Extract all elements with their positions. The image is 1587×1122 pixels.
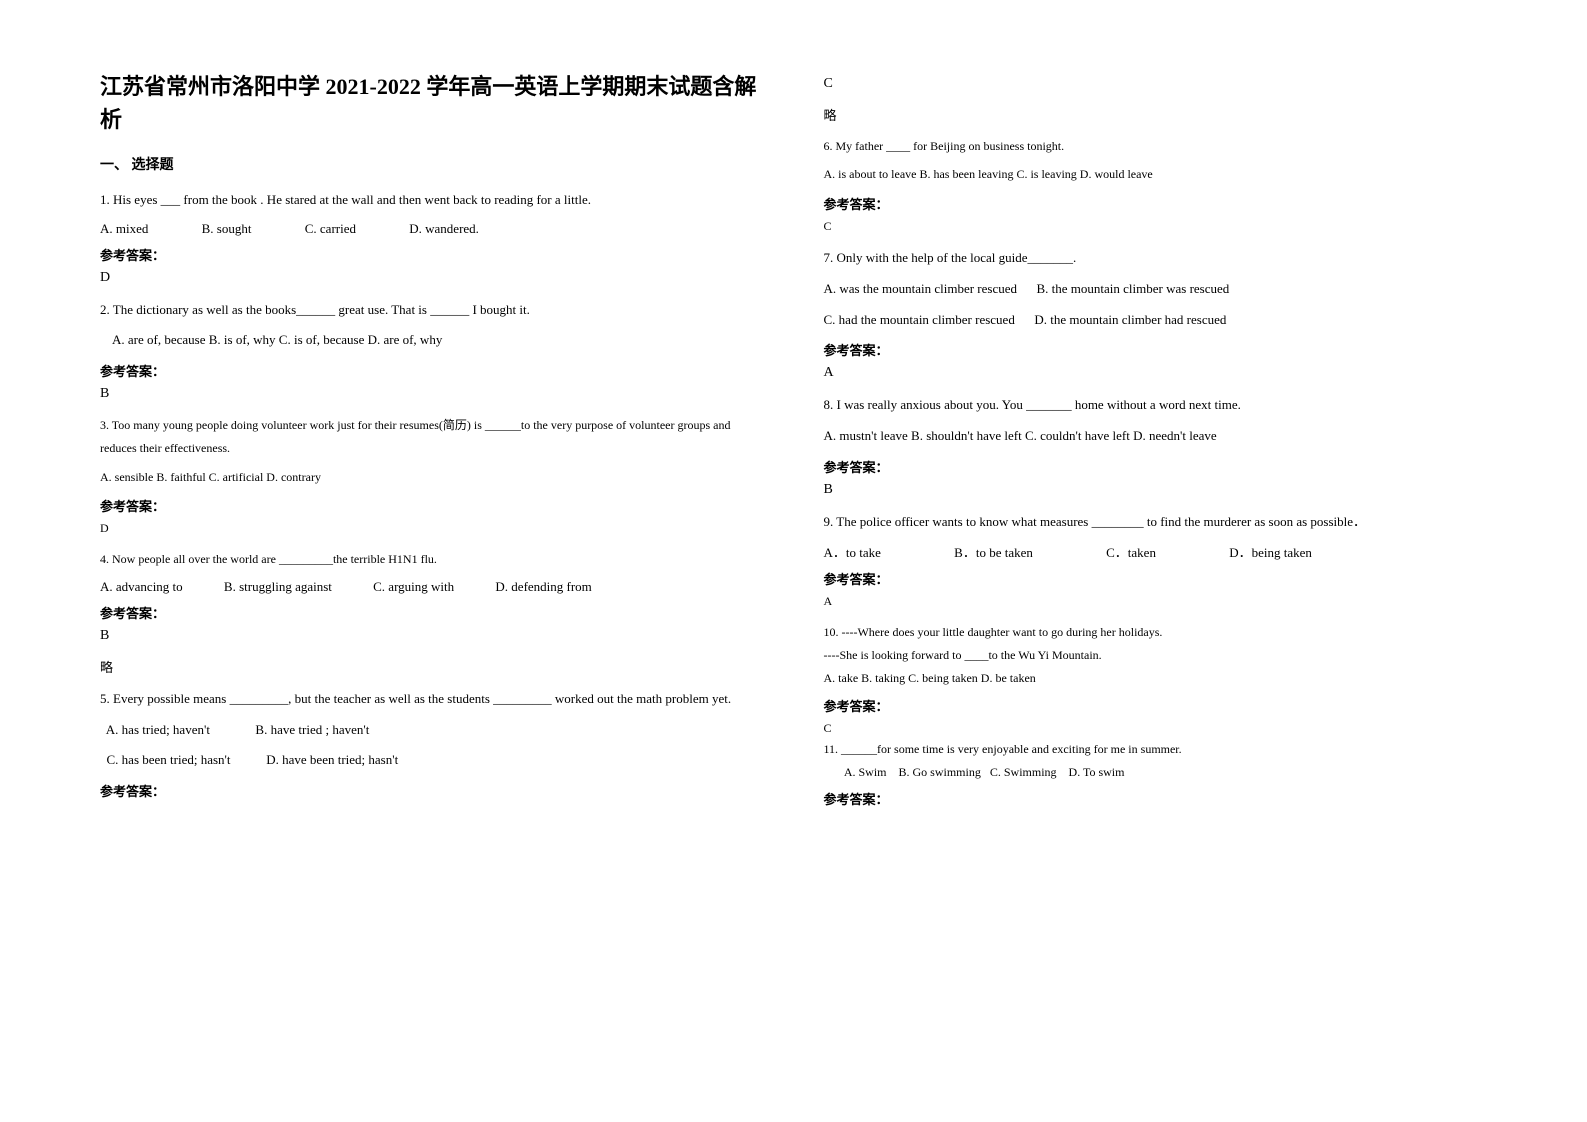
question-10-options: A. take B. taking C. being taken D. be t… bbox=[824, 667, 1488, 690]
question-8-text: 8. I was really anxious about you. You _… bbox=[824, 393, 1488, 418]
answer-5-extra: 略 bbox=[824, 104, 1488, 129]
q9-opt-d: D．being taken bbox=[1229, 542, 1312, 561]
right-column: C 略 6. My father ____ for Beijing on bus… bbox=[824, 70, 1488, 814]
question-11-text: 11. ______for some time is very enjoyabl… bbox=[824, 738, 1488, 761]
question-3-options: A. sensible B. faithful C. artificial D.… bbox=[100, 466, 764, 489]
question-2-options: A. are of, because B. is of, why C. is o… bbox=[100, 328, 764, 353]
question-1-options: A. mixed B. sought C. carried D. wandere… bbox=[100, 221, 764, 237]
answer-9: A bbox=[824, 594, 1488, 609]
q1-opt-c: C. carried bbox=[305, 221, 356, 237]
section-heading: 一、 选择题 bbox=[100, 154, 764, 174]
question-6-text: 6. My father ____ for Beijing on busines… bbox=[824, 135, 1488, 158]
answer-3: D bbox=[100, 521, 764, 536]
q1-opt-d: D. wandered. bbox=[409, 221, 479, 237]
q4-opt-c: C. arguing with bbox=[373, 579, 454, 595]
answer-4: B bbox=[100, 628, 764, 644]
answer-label-9: 参考答案： bbox=[824, 569, 1488, 588]
answer-label-3: 参考答案： bbox=[100, 496, 764, 515]
question-2-text: 2. The dictionary as well as the books__… bbox=[100, 298, 764, 323]
q4-opt-b: B. struggling against bbox=[224, 579, 332, 595]
question-1-text: 1. His eyes ___ from the book . He stare… bbox=[100, 188, 764, 213]
page-container: 江苏省常州市洛阳中学 2021-2022 学年高一英语上学期期末试题含解析 一、… bbox=[0, 0, 1587, 854]
answer-10: C bbox=[824, 721, 1488, 736]
answer-label-4: 参考答案： bbox=[100, 603, 764, 622]
question-9-text: 9. The police officer wants to know what… bbox=[824, 510, 1488, 535]
q9-opt-c: C．taken bbox=[1106, 542, 1156, 561]
question-7-options-row1: A. was the mountain climber rescued B. t… bbox=[824, 277, 1488, 302]
question-9-options: A．to take B．to be taken C．taken D．being … bbox=[824, 542, 1488, 561]
doc-title: 江苏省常州市洛阳中学 2021-2022 学年高一英语上学期期末试题含解析 bbox=[100, 70, 764, 136]
answer-8: B bbox=[824, 482, 1488, 498]
answer-6: C bbox=[824, 219, 1488, 234]
answer-label-10: 参考答案： bbox=[824, 696, 1488, 715]
answer-label-1: 参考答案： bbox=[100, 245, 764, 264]
answer-label-2: 参考答案： bbox=[100, 361, 764, 380]
answer-label-8: 参考答案： bbox=[824, 457, 1488, 476]
question-4-options: A. advancing to B. struggling against C.… bbox=[100, 579, 764, 595]
answer-label-11: 参考答案： bbox=[824, 789, 1488, 808]
answer-label-5: 参考答案： bbox=[100, 781, 764, 800]
question-5-options-row2: C. has been tried; hasn't D. have been t… bbox=[100, 748, 764, 773]
question-5-options-row1: A. has tried; haven't B. have tried ; ha… bbox=[100, 718, 764, 743]
question-4-text: 4. Now people all over the world are ___… bbox=[100, 548, 764, 571]
question-5-text: 5. Every possible means _________, but t… bbox=[100, 687, 764, 712]
answer-label-7: 参考答案： bbox=[824, 340, 1488, 359]
question-7-options-row2: C. had the mountain climber rescued D. t… bbox=[824, 308, 1488, 333]
question-3-text: 3. Too many young people doing volunteer… bbox=[100, 414, 764, 460]
question-10-text: 10. ----Where does your little daughter … bbox=[824, 621, 1488, 644]
q9-opt-a: A．to take bbox=[824, 542, 881, 561]
question-7-text: 7. Only with the help of the local guide… bbox=[824, 246, 1488, 271]
question-8-options: A. mustn't leave B. shouldn't have left … bbox=[824, 424, 1488, 449]
question-11-options: A. Swim B. Go swimming C. Swimming D. To… bbox=[824, 761, 1488, 784]
answer-1: D bbox=[100, 270, 764, 286]
q4-opt-a: A. advancing to bbox=[100, 579, 183, 595]
question-10-text2: ----She is looking forward to ____to the… bbox=[824, 644, 1488, 667]
answer-4-extra: 略 bbox=[100, 656, 764, 681]
q4-opt-d: D. defending from bbox=[495, 579, 591, 595]
answer-label-6: 参考答案： bbox=[824, 194, 1488, 213]
answer-7: A bbox=[824, 365, 1488, 381]
answer-2: B bbox=[100, 386, 764, 402]
left-column: 江苏省常州市洛阳中学 2021-2022 学年高一英语上学期期末试题含解析 一、… bbox=[100, 70, 764, 814]
q1-opt-b: B. sought bbox=[202, 221, 252, 237]
q9-opt-b: B．to be taken bbox=[954, 542, 1033, 561]
q1-opt-a: A. mixed bbox=[100, 221, 148, 237]
answer-5: C bbox=[824, 76, 1488, 92]
question-6-options: A. is about to leave B. has been leaving… bbox=[824, 163, 1488, 186]
